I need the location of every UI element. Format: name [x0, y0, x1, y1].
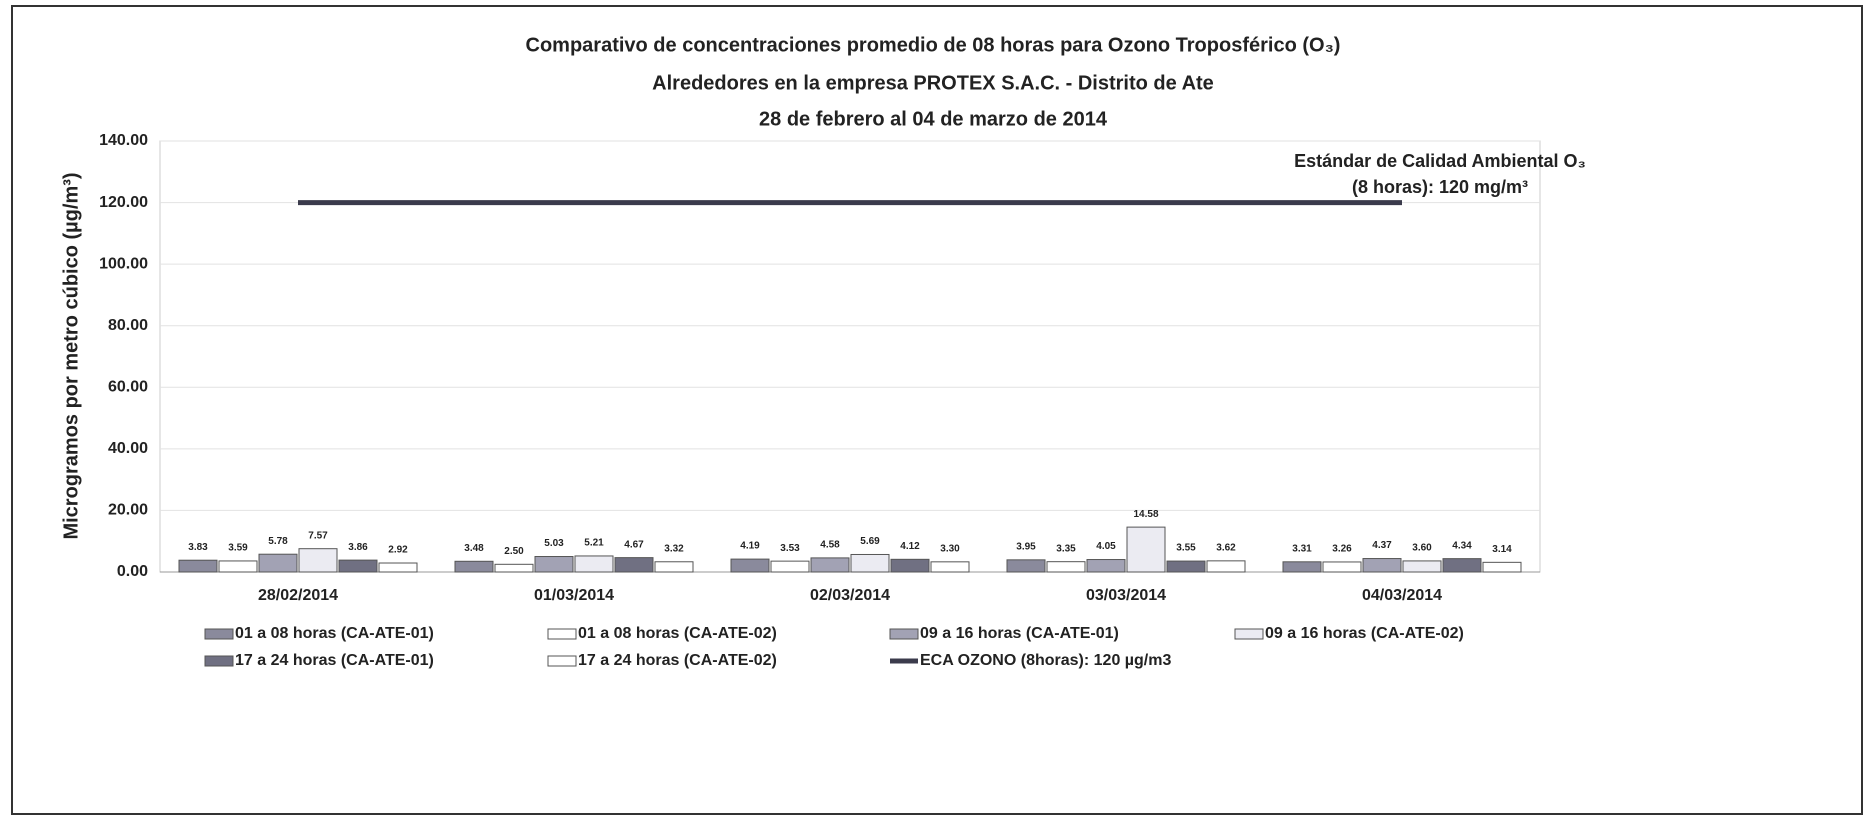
frame: [11, 5, 1863, 815]
chart-subtitle: Alrededores en la empresa PROTEX S.A.C. …: [652, 72, 1214, 94]
data-label: 7.57: [308, 530, 328, 541]
bar: [378, 562, 418, 573]
data-label: 3.59: [228, 543, 248, 554]
x-tick-label: 28/02/2014: [258, 587, 338, 604]
x-tick-label: 01/03/2014: [534, 587, 614, 604]
bar: [1206, 560, 1246, 573]
data-label: 4.37: [1372, 540, 1392, 551]
bar: [1046, 561, 1086, 573]
bar: [730, 558, 770, 573]
bar: [1322, 561, 1362, 573]
data-label: 14.58: [1133, 509, 1158, 520]
data-label: 3.26: [1332, 544, 1352, 555]
data-label: 5.78: [268, 536, 288, 547]
data-label: 2.50: [504, 546, 524, 557]
data-label: 4.19: [740, 541, 760, 552]
plot-area: [159, 140, 1541, 573]
data-label: 3.48: [464, 543, 484, 554]
chart-subtitle: 28 de febrero al 04 de marzo de 2014: [759, 108, 1108, 130]
legend-label: 17 a 24 horas (CA-ATE-02): [578, 652, 777, 669]
bar: [930, 561, 970, 573]
legend-label: 01 a 08 horas (CA-ATE-01): [235, 625, 434, 642]
y-axis-label: Microgramos por metro cúbico (µg/m³): [60, 172, 82, 539]
data-label: 3.62: [1216, 542, 1236, 553]
data-label: 3.53: [780, 543, 800, 554]
bar: [890, 558, 930, 573]
data-label: 4.58: [820, 540, 840, 551]
bar: [494, 563, 534, 573]
y-tick-label: 80.00: [108, 317, 148, 334]
y-tick-label: 100.00: [99, 255, 148, 272]
data-label: 3.31: [1292, 543, 1312, 554]
bar: [1402, 560, 1442, 573]
data-label: 3.35: [1056, 543, 1076, 554]
legend-label: 17 a 24 horas (CA-ATE-01): [235, 652, 434, 669]
bar: [1362, 558, 1402, 573]
bar: [770, 560, 810, 573]
data-label: 3.60: [1412, 543, 1432, 554]
data-label: 5.21: [584, 538, 604, 549]
bar: [574, 555, 614, 573]
data-label: 4.34: [1452, 540, 1472, 551]
data-label: 3.86: [348, 542, 368, 553]
bar: [614, 557, 654, 573]
data-label: 3.30: [940, 543, 960, 554]
data-label: 5.03: [544, 538, 564, 549]
legend-swatch: [204, 628, 234, 640]
data-label: 3.32: [664, 543, 684, 554]
bar: [338, 559, 378, 573]
legend-label: ECA OZONO (8horas): 120 µg/m3: [920, 652, 1171, 669]
x-tick-label: 03/03/2014: [1086, 587, 1166, 604]
data-label: 4.67: [624, 539, 644, 550]
y-tick-label: 0.00: [117, 563, 148, 580]
annotation: (8 horas): 120 mg/m³: [1352, 177, 1528, 197]
bar: [1442, 558, 1482, 573]
bar: [454, 560, 494, 573]
bar: [218, 560, 258, 573]
bar: [178, 559, 218, 573]
bar: [534, 556, 574, 573]
chart-title: Comparativo de concentraciones promedio …: [526, 34, 1341, 56]
legend-swatch: [204, 655, 234, 667]
data-label: 4.12: [900, 541, 920, 552]
y-tick-label: 60.00: [108, 379, 148, 396]
bar: [1006, 559, 1046, 573]
data-label: 5.69: [860, 536, 880, 547]
y-tick-label: 40.00: [108, 440, 148, 457]
bar: [810, 557, 850, 573]
data-label: 3.14: [1492, 544, 1512, 555]
bar: [258, 553, 298, 573]
data-label: 4.05: [1096, 541, 1116, 552]
legend-label: 09 a 16 horas (CA-ATE-01): [920, 625, 1119, 642]
x-tick-label: 02/03/2014: [810, 587, 890, 604]
bar: [298, 548, 338, 573]
data-label: 3.55: [1176, 543, 1196, 554]
legend-swatch: [547, 655, 577, 667]
bar: [1282, 561, 1322, 573]
legend-swatch: [547, 628, 577, 640]
data-label: 3.83: [188, 542, 208, 553]
y-tick-label: 20.00: [108, 502, 148, 519]
legend-label: 01 a 08 horas (CA-ATE-02): [578, 625, 777, 642]
bar: [654, 561, 694, 573]
bar: [1166, 560, 1206, 573]
bar: [1086, 559, 1126, 573]
legend-swatch: [889, 628, 919, 640]
legend-label: 09 a 16 horas (CA-ATE-02): [1265, 625, 1464, 642]
bar: [850, 553, 890, 573]
bar: [1482, 561, 1522, 573]
annotation: Estándar de Calidad Ambiental O₃: [1294, 151, 1586, 171]
x-tick-label: 04/03/2014: [1362, 587, 1442, 604]
bar: [1126, 526, 1166, 573]
y-tick-label: 140.00: [99, 132, 148, 149]
data-label: 3.95: [1016, 541, 1036, 552]
legend-swatch: [1234, 628, 1264, 640]
data-label: 2.92: [388, 545, 408, 556]
y-tick-label: 120.00: [99, 194, 148, 211]
